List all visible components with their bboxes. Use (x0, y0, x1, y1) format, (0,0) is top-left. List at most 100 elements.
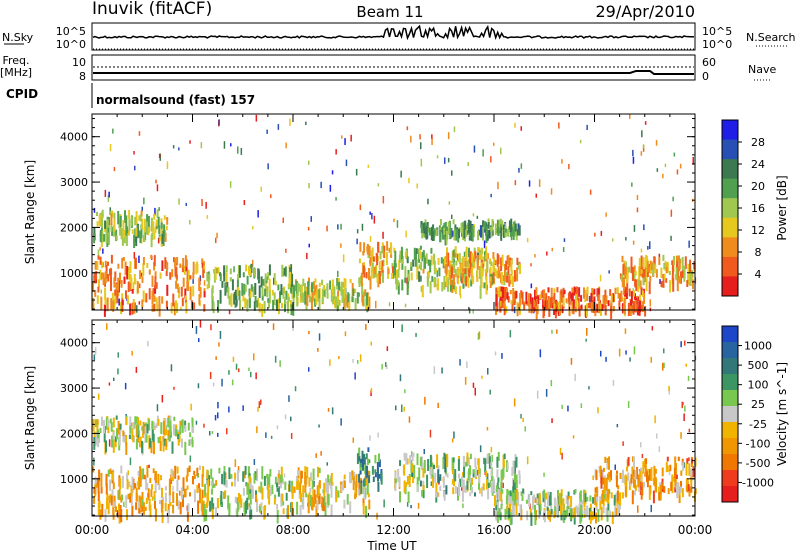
power-cell (563, 289, 566, 295)
power-cell (460, 223, 463, 234)
power-cell (506, 292, 509, 300)
power-cell (501, 301, 504, 309)
power-cell (462, 227, 465, 241)
velocity-cell (454, 469, 457, 482)
power-cell (113, 219, 116, 232)
velocity-cell (536, 498, 539, 505)
power-cell (422, 268, 425, 274)
power-cell (640, 305, 643, 311)
power-echo (356, 238, 358, 245)
power-cell (337, 290, 340, 298)
velocity-cell (504, 509, 507, 520)
power-cell (463, 272, 466, 283)
power-cell (658, 256, 661, 265)
power-cell (330, 289, 333, 302)
velocity-cell (680, 480, 682, 489)
velocity-cell (361, 450, 364, 460)
velocity-echo (326, 462, 328, 466)
velocity-cell (617, 504, 620, 515)
power-cell (654, 264, 657, 274)
velocity-echo (410, 505, 412, 509)
velocity-cell (357, 488, 360, 496)
power-cell (500, 301, 503, 307)
power-cell (547, 287, 550, 293)
power-echo (473, 224, 476, 228)
power-echo (350, 134, 352, 142)
power-echo (632, 156, 635, 164)
velocity-echo (228, 406, 230, 413)
power-cell (296, 293, 299, 307)
velocity-cell (97, 491, 100, 502)
power-cell (390, 242, 392, 255)
velocity-echo (605, 356, 607, 362)
velocity-cell (162, 436, 165, 446)
power-cell (309, 295, 311, 303)
power-colorbar-swatch (722, 159, 738, 180)
power-cell (195, 263, 198, 275)
nsky-tick-low: 10^0 (56, 38, 86, 51)
power-colorbar-label: 8 (755, 246, 762, 259)
velocity-cell (186, 467, 189, 477)
power-cell (640, 287, 643, 296)
power-cell (489, 276, 492, 289)
power-cell (580, 295, 583, 302)
velocity-echo (123, 501, 125, 508)
velocity-cell (641, 482, 644, 496)
velocity-cell (422, 480, 425, 488)
power-cell (476, 255, 479, 269)
velocity-echo (260, 399, 262, 405)
velocity-cell (495, 505, 498, 511)
power-echo (192, 279, 194, 284)
power-cell (343, 298, 346, 308)
power-cell (433, 253, 436, 265)
velocity-cell (405, 453, 408, 465)
power-cell (104, 260, 107, 268)
power-cell (523, 301, 526, 306)
power-cell (336, 277, 339, 286)
power-echo (514, 122, 516, 128)
velocity-cell (613, 494, 616, 506)
freq-label-2: [MHz] (0, 66, 32, 79)
power-region (206, 263, 295, 317)
velocity-cell (368, 475, 371, 484)
power-cell (465, 250, 467, 262)
velocity-cell (498, 508, 501, 519)
power-cell (139, 270, 142, 280)
power-cell (104, 271, 107, 284)
velocity-cell (418, 467, 421, 481)
velocity-cell (686, 458, 689, 465)
power-cell (664, 261, 667, 271)
power-cell (401, 256, 404, 265)
velocity-cell (474, 492, 476, 497)
power-echo (655, 140, 658, 146)
velocity-cell (534, 504, 536, 515)
power-cell (607, 300, 610, 307)
power-cell (430, 255, 433, 266)
power-cell (202, 265, 205, 279)
power-cell (609, 289, 612, 296)
velocity-echo (93, 457, 95, 466)
velocity-cell (302, 496, 305, 510)
power-cell (552, 302, 554, 309)
power-cell (198, 277, 201, 292)
power-cell (561, 291, 564, 304)
power-cell (123, 276, 126, 284)
power-cell (110, 210, 113, 216)
power-cell (420, 286, 423, 292)
power-cell (672, 278, 675, 292)
power-cell (143, 228, 146, 242)
velocity-cell (145, 434, 148, 443)
power-cell (516, 229, 519, 236)
power-cell (388, 247, 391, 253)
velocity-cell (174, 465, 177, 479)
power-cell (268, 278, 271, 292)
velocity-cell (658, 492, 661, 501)
power-cell (312, 295, 315, 302)
velocity-cell (251, 485, 254, 494)
power-cell (681, 269, 684, 279)
velocity-cell (233, 479, 236, 487)
power-echo (133, 151, 135, 155)
velocity-echo (242, 405, 244, 411)
velocity-cell (206, 492, 209, 498)
power-cell (373, 266, 376, 275)
